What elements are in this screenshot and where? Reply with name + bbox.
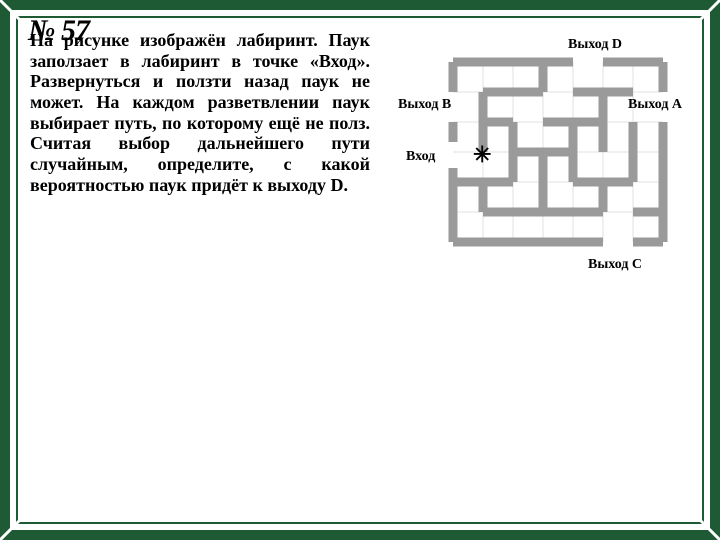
problem-number: № 57 (28, 14, 89, 48)
maze-diagram: ✳ Выход D Выход В Выход А Вход Выход С (398, 30, 688, 280)
maze-column: ✳ Выход D Выход В Выход А Вход Выход С (394, 30, 692, 280)
label-entrance: Вход (406, 149, 435, 164)
problem-body: На рисунке изображён лабиринт. Паук запо… (30, 30, 370, 196)
spider-marker-icon: ✳ (473, 142, 491, 167)
label-exit-c: Выход С (588, 257, 642, 272)
label-exit-d: Выход D (568, 37, 622, 52)
problem-text-column: № 57 На рисунке изображён лабиринт. Паук… (30, 30, 370, 280)
label-exit-a: Выход А (628, 97, 683, 112)
label-exit-b: Выход В (398, 97, 451, 112)
